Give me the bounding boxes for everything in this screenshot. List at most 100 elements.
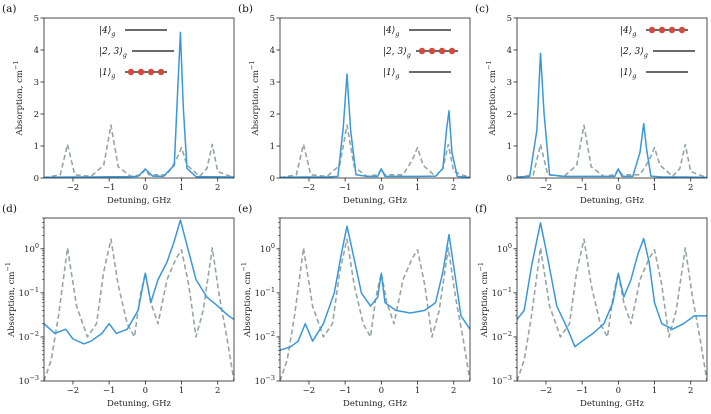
x-axis-label: Detuning, GHz: [107, 399, 171, 409]
panel-label: (e): [238, 203, 252, 215]
population-dot: [428, 47, 436, 55]
subplot-a: −2 −1 0 1 2 0 1 2 3 4 5 Detuning, GHz Absorption, cm…: [2, 3, 235, 206]
state-label: |1⟩g: [383, 68, 399, 80]
x-tick-label: 0: [143, 183, 148, 193]
y-tick-label: 0: [34, 174, 39, 184]
x-axis-label: Detuning, GHz: [580, 196, 644, 206]
y-tick-label: 2: [34, 110, 39, 120]
population-dot: [678, 26, 686, 34]
x-tick-label: 2: [451, 386, 456, 396]
x-axis-label: Detuning, GHz: [107, 196, 171, 206]
state-label: |2, 3⟩g: [99, 47, 127, 59]
panel-label: (c): [475, 3, 489, 15]
x-tick-label: −1: [103, 183, 116, 193]
y-axis-label: Absorption, cm−1: [248, 60, 261, 136]
x-tick-label: −1: [339, 183, 352, 193]
subplot-f: −2 −1 0 1 2 10−3 10−2 10−1 100 Detuning, GHz Absor…: [475, 203, 708, 409]
state-label: |4⟩g: [99, 26, 115, 38]
x-tick-label: −2: [303, 183, 316, 193]
state-label: |4⟩g: [620, 26, 636, 38]
x-tick-label: −1: [576, 386, 589, 396]
solid-series-line: [517, 222, 707, 348]
dashed-series-line: [44, 124, 234, 178]
population-dot: [448, 47, 456, 55]
population-dot: [157, 68, 165, 76]
dashed-series-line: [517, 238, 707, 381]
y-axis-label: Absorption, cm−1: [485, 60, 498, 136]
x-tick-label: 0: [379, 386, 384, 396]
y-tick-label: 3: [270, 78, 275, 88]
solid-series-line: [280, 225, 470, 351]
x-axis-label: Detuning, GHz: [343, 196, 407, 206]
state-label: |2, 3⟩g: [383, 47, 411, 59]
state-label: |4⟩g: [383, 26, 399, 38]
x-tick-label: −1: [339, 386, 352, 396]
x-tick-label: 1: [652, 183, 657, 193]
y-tick-label: 100: [260, 242, 275, 255]
y-tick-label: 10−3: [19, 374, 39, 387]
y-tick-label: 10−3: [255, 374, 275, 387]
y-tick-label: 3: [34, 78, 39, 88]
x-tick-label: 2: [688, 183, 693, 193]
x-tick-label: 1: [179, 183, 184, 193]
dashed-series-line: [280, 238, 470, 381]
x-tick-label: −1: [103, 386, 116, 396]
x-tick-label: −1: [576, 183, 589, 193]
y-tick-label: 5: [270, 14, 275, 24]
x-tick-label: 1: [179, 386, 184, 396]
population-dot: [648, 26, 656, 34]
x-tick-label: 1: [415, 386, 420, 396]
state-label: |1⟩g: [99, 68, 115, 80]
population-dot: [668, 26, 676, 34]
axes-frame: [43, 17, 235, 179]
x-tick-label: 1: [415, 183, 420, 193]
y-tick-label: 4: [34, 46, 39, 56]
y-tick-label: 4: [507, 46, 512, 56]
solid-series-line: [44, 31, 234, 178]
x-tick-label: 2: [688, 386, 693, 396]
population-dot: [127, 68, 135, 76]
solid-series-line: [280, 73, 470, 178]
panel-label: (b): [238, 3, 253, 15]
x-axis-label: Detuning, GHz: [343, 399, 407, 409]
x-tick-label: 0: [616, 183, 621, 193]
x-tick-label: −2: [540, 386, 553, 396]
panel-label: (d): [2, 203, 17, 215]
solid-series-line: [517, 52, 707, 178]
x-tick-label: −2: [540, 183, 553, 193]
x-tick-label: 0: [379, 183, 384, 193]
y-tick-label: 1: [507, 142, 512, 152]
population-dot: [418, 47, 426, 55]
y-tick-label: 1: [34, 142, 39, 152]
y-tick-label: 10−2: [19, 330, 39, 343]
solid-series-line: [44, 219, 234, 345]
x-tick-label: 2: [215, 183, 220, 193]
y-axis-label: Absorption, cm−1: [240, 262, 253, 338]
panel-label: (a): [2, 3, 16, 15]
y-tick-label: 5: [507, 14, 512, 24]
axes-frame: [279, 17, 471, 179]
x-tick-label: 0: [616, 386, 621, 396]
subplot-c: −2 −1 0 1 2 0 1 2 3 4 5 Detuning, GHz Absorption, cm…: [475, 3, 708, 206]
axes-frame: [516, 17, 708, 179]
y-tick-label: 2: [270, 110, 275, 120]
y-axis-label: Absorption, cm−1: [12, 60, 25, 136]
x-tick-label: 2: [215, 386, 220, 396]
y-tick-label: 4: [270, 46, 275, 56]
population-dot: [147, 68, 155, 76]
y-tick-label: 5: [34, 14, 39, 24]
x-tick-label: 2: [451, 183, 456, 193]
y-tick-label: 1: [270, 142, 275, 152]
y-tick-label: 10−2: [492, 330, 512, 343]
subplot-e: −2 −1 0 1 2 10−3 10−2 10−1 100 Detuning, GHz Absor…: [238, 203, 471, 409]
y-tick-label: 2: [507, 110, 512, 120]
population-dot: [658, 26, 666, 34]
x-tick-label: 1: [652, 386, 657, 396]
y-tick-label: 10−3: [492, 374, 512, 387]
y-axis-label: Absorption, cm−1: [4, 262, 17, 338]
y-tick-label: 10−2: [255, 330, 275, 343]
x-tick-label: −2: [303, 386, 316, 396]
dashed-series-line: [44, 238, 234, 381]
y-tick-label: 0: [507, 174, 512, 184]
